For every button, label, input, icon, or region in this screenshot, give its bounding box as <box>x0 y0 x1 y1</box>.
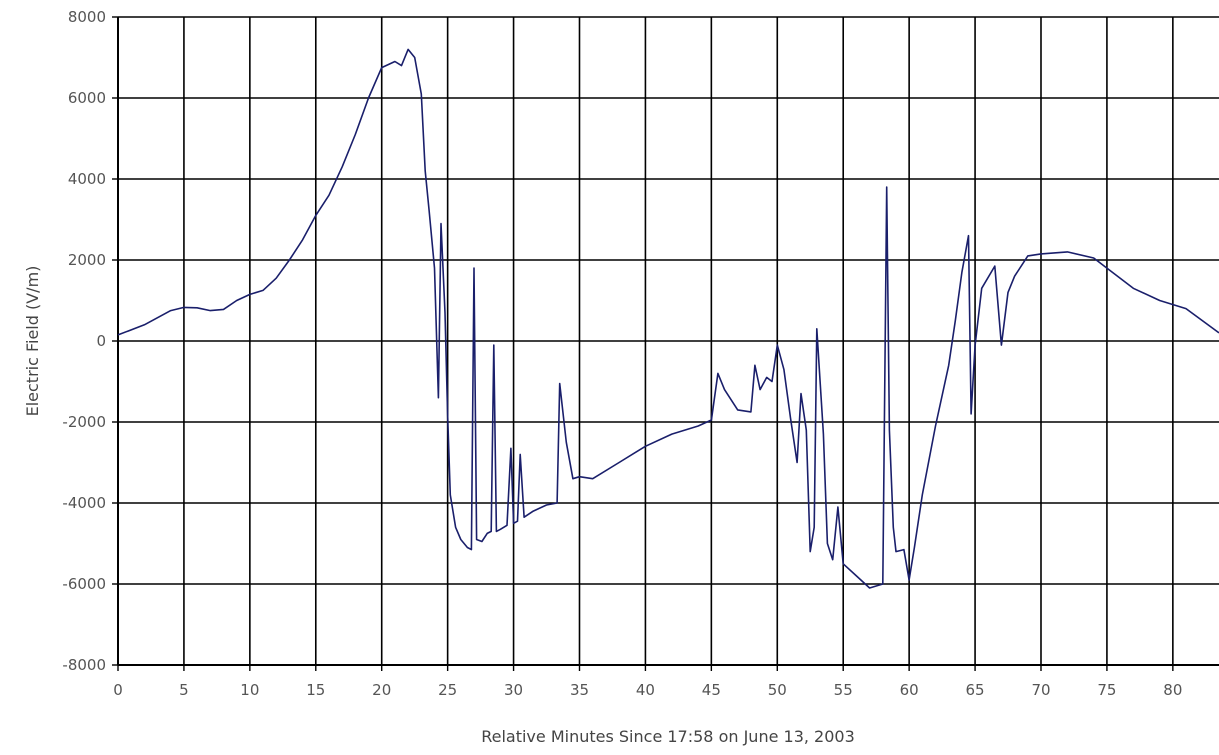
y-tick-label: -6000 <box>62 575 106 593</box>
x-tick-label: 60 <box>900 681 919 699</box>
x-tick-label: 45 <box>702 681 721 699</box>
y-tick-label: -2000 <box>62 413 106 431</box>
series-line <box>117 48 1219 589</box>
x-axis-ticks: 0 5 10 15 20 25 30 35 40 45 50 55 60 65 70 75 80 <box>113 665 1182 699</box>
y-tick-label: 0 <box>96 332 106 350</box>
x-tick-label: 15 <box>306 681 325 699</box>
x-tick-label: 10 <box>240 681 259 699</box>
x-tick-label: 50 <box>768 681 787 699</box>
x-tick-label: 80 <box>1163 681 1182 699</box>
x-tick-label: 25 <box>438 681 457 699</box>
series-layer <box>117 48 1219 589</box>
x-tick-label: 75 <box>1097 681 1116 699</box>
x-axis-label: Relative Minutes Since 17:58 on June 13,… <box>481 727 855 746</box>
y-tick-label: -8000 <box>62 656 106 674</box>
x-tick-label: 55 <box>834 681 853 699</box>
x-tick-label: 20 <box>372 681 391 699</box>
y-tick-label: 2000 <box>68 251 106 269</box>
y-tick-label: -4000 <box>62 494 106 512</box>
x-tick-label: 30 <box>504 681 523 699</box>
x-tick-label: 0 <box>113 681 123 699</box>
y-tick-label: 8000 <box>68 8 106 26</box>
x-tick-label: 35 <box>570 681 589 699</box>
y-tick-label: 6000 <box>68 89 106 107</box>
x-tick-label: 65 <box>966 681 985 699</box>
x-tick-label: 70 <box>1031 681 1050 699</box>
grid <box>117 16 1219 666</box>
x-tick-label: 40 <box>636 681 655 699</box>
y-axis-label: Electric Field (V/m) <box>23 266 42 417</box>
y-axis-ticks: 8000 6000 4000 2000 0 -2000 -4000 -6000 -8000 <box>62 8 118 674</box>
x-tick-label: 5 <box>179 681 189 699</box>
y-tick-label: 4000 <box>68 170 106 188</box>
